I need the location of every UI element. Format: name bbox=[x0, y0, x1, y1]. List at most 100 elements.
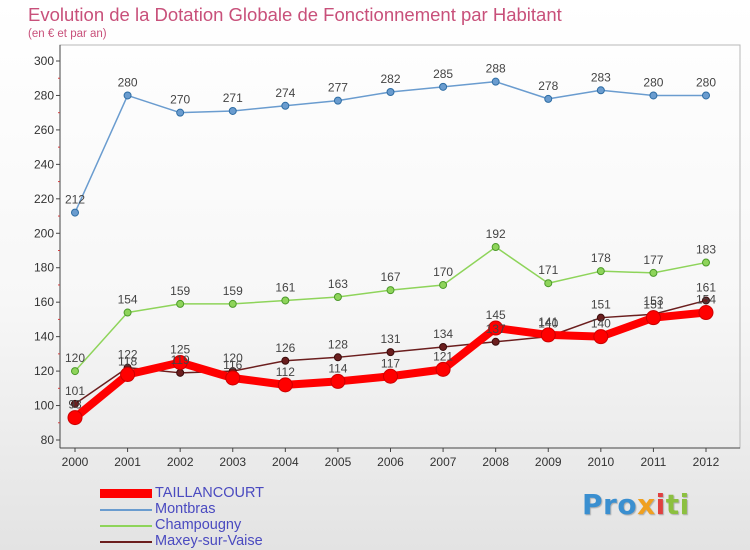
data-label-champougny: 171 bbox=[538, 263, 558, 277]
data-point-maxey-sur-vaise bbox=[386, 348, 395, 357]
data-label-maxey-sur-vaise: 122 bbox=[118, 348, 138, 362]
data-point-maxey-sur-vaise bbox=[702, 296, 710, 305]
data-point-maxey-sur-vaise bbox=[176, 368, 185, 377]
data-label-montbras: 271 bbox=[223, 91, 243, 105]
data-point-champougny bbox=[228, 299, 237, 308]
data-point-montbras bbox=[596, 86, 605, 95]
x-tick-label: 2007 bbox=[430, 455, 457, 469]
data-label-taillancourt: 114 bbox=[328, 361, 347, 375]
data-point-champougny bbox=[649, 268, 658, 277]
data-point-montbras bbox=[491, 77, 500, 86]
data-point-taillancourt bbox=[67, 410, 83, 426]
y-tick-label: 100 bbox=[34, 399, 54, 413]
y-tick-label: 160 bbox=[34, 295, 54, 309]
data-label-taillancourt: 93 bbox=[68, 398, 82, 412]
logo-part-x: x bbox=[637, 488, 656, 521]
data-label-montbras: 283 bbox=[591, 70, 611, 84]
x-tick-label: 2005 bbox=[325, 455, 352, 469]
data-point-maxey-sur-vaise bbox=[71, 399, 79, 408]
data-label-maxey-sur-vaise: 119 bbox=[171, 353, 190, 367]
legend-label-montbras: Montbras bbox=[155, 501, 216, 517]
y-tick-label: 240 bbox=[34, 157, 54, 171]
data-point-montbras bbox=[281, 101, 290, 110]
x-tick-label: 2003 bbox=[219, 455, 246, 469]
data-label-taillancourt: 112 bbox=[276, 365, 295, 379]
legend-swatch-taillancourt bbox=[100, 489, 152, 498]
y-tick-label: 260 bbox=[34, 123, 54, 137]
data-point-montbras bbox=[71, 208, 79, 217]
data-label-champougny: 170 bbox=[433, 265, 453, 279]
data-label-maxey-sur-vaise: 137 bbox=[486, 322, 506, 336]
data-label-montbras: 274 bbox=[275, 86, 295, 100]
data-point-champougny bbox=[123, 308, 132, 317]
data-label-champougny: 167 bbox=[380, 270, 400, 284]
data-label-champougny: 163 bbox=[328, 277, 348, 291]
data-label-maxey-sur-vaise: 151 bbox=[591, 298, 611, 312]
logo-part-i: i bbox=[655, 488, 666, 521]
data-label-maxey-sur-vaise: 161 bbox=[696, 280, 716, 294]
data-point-champougny bbox=[71, 367, 79, 376]
data-point-champougny bbox=[544, 279, 553, 288]
logo-part-pro: Pro bbox=[582, 488, 638, 521]
data-label-maxey-sur-vaise: 131 bbox=[380, 332, 400, 346]
data-label-champougny: 177 bbox=[643, 253, 663, 267]
plot-frame bbox=[59, 44, 741, 449]
data-point-montbras bbox=[176, 108, 185, 117]
data-label-champougny: 154 bbox=[118, 293, 138, 307]
data-label-maxey-sur-vaise: 126 bbox=[275, 341, 295, 355]
data-point-maxey-sur-vaise bbox=[333, 353, 342, 362]
x-tick-label: 2008 bbox=[482, 455, 509, 469]
y-tick-label: 280 bbox=[34, 88, 54, 102]
data-point-taillancourt bbox=[435, 361, 451, 377]
y-tick-label: 140 bbox=[34, 330, 54, 344]
data-point-montbras bbox=[123, 91, 132, 100]
data-point-champougny bbox=[386, 286, 395, 295]
x-tick-label: 2012 bbox=[693, 455, 720, 469]
data-label-montbras: 278 bbox=[538, 79, 558, 93]
data-label-montbras: 277 bbox=[328, 81, 348, 95]
data-label-montbras: 270 bbox=[170, 93, 190, 107]
data-label-champougny: 178 bbox=[591, 251, 611, 265]
legend-label-maxey-sur-vaise: Maxey-sur-Vaise bbox=[155, 533, 263, 549]
y-tick-label: 220 bbox=[34, 192, 54, 206]
data-label-montbras: 280 bbox=[696, 75, 716, 89]
data-label-taillancourt: 151 bbox=[643, 298, 663, 312]
data-label-taillancourt: 140 bbox=[591, 317, 611, 331]
data-point-taillancourt bbox=[277, 377, 293, 393]
x-tick-label: 2006 bbox=[377, 455, 404, 469]
data-label-maxey-sur-vaise: 153 bbox=[643, 294, 663, 308]
x-tick-label: 2000 bbox=[62, 455, 89, 469]
data-point-taillancourt bbox=[540, 327, 556, 343]
y-tick-label: 80 bbox=[41, 433, 55, 447]
data-label-champougny: 159 bbox=[170, 284, 190, 298]
data-point-champougny bbox=[176, 299, 185, 308]
data-point-champougny bbox=[281, 296, 290, 305]
data-label-champougny: 159 bbox=[223, 284, 243, 298]
x-tick-label: 2010 bbox=[587, 455, 614, 469]
legend-swatch-maxey-sur-vaise bbox=[100, 541, 152, 543]
data-point-maxey-sur-vaise bbox=[281, 356, 290, 365]
data-label-maxey-sur-vaise: 128 bbox=[328, 337, 348, 351]
data-label-maxey-sur-vaise: 101 bbox=[65, 384, 85, 398]
data-label-montbras: 282 bbox=[380, 72, 400, 86]
legend-swatch-champougny bbox=[100, 525, 152, 527]
data-label-champougny: 183 bbox=[696, 243, 716, 257]
x-tick-label: 2009 bbox=[535, 455, 562, 469]
data-point-montbras bbox=[702, 91, 710, 100]
data-label-taillancourt: 117 bbox=[381, 356, 400, 370]
y-tick-label: 180 bbox=[34, 261, 54, 275]
data-point-taillancourt bbox=[698, 305, 714, 321]
data-point-maxey-sur-vaise bbox=[596, 313, 605, 322]
data-label-taillancourt: 118 bbox=[118, 355, 137, 369]
data-point-montbras bbox=[439, 82, 448, 91]
logo-part-ti: ti bbox=[665, 488, 690, 521]
data-point-champougny bbox=[702, 258, 710, 267]
data-label-taillancourt: 145 bbox=[486, 308, 506, 322]
data-point-maxey-sur-vaise bbox=[439, 342, 448, 351]
data-label-taillancourt: 121 bbox=[433, 349, 453, 363]
data-point-taillancourt bbox=[120, 367, 136, 383]
data-label-champougny: 192 bbox=[486, 227, 506, 241]
x-tick-label: 2004 bbox=[272, 455, 299, 469]
